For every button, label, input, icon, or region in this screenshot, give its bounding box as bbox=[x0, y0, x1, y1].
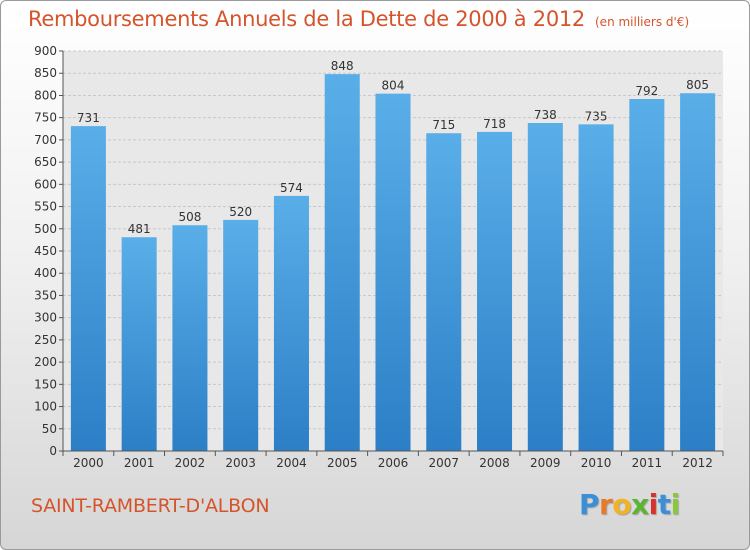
data-label-2008: 718 bbox=[483, 117, 506, 131]
bar-2007 bbox=[426, 133, 462, 451]
y-axis: 0 50 100 150 200 250 300 350 400 450 500 550 600 650 7… bbox=[34, 44, 64, 458]
bar-2011 bbox=[629, 99, 665, 451]
bar-2010 bbox=[578, 124, 614, 451]
y-tick-label: 750 bbox=[34, 111, 57, 125]
y-tick-label: 450 bbox=[34, 244, 57, 258]
city-name: SAINT-RAMBERT-D'ALBON bbox=[31, 495, 270, 517]
y-tick-label: 900 bbox=[34, 44, 57, 58]
x-tick-label-2005: 2005 bbox=[327, 456, 358, 470]
data-label-2000: 731 bbox=[77, 111, 100, 125]
y-tick-label: 400 bbox=[34, 266, 57, 280]
data-label-2006: 804 bbox=[382, 79, 405, 93]
y-tick-label: 500 bbox=[34, 222, 57, 236]
y-tick-label: 200 bbox=[34, 355, 57, 369]
logo-letter: i bbox=[648, 488, 659, 521]
y-tick-label: 50 bbox=[42, 422, 57, 436]
x-tick-label-2010: 2010 bbox=[581, 456, 612, 470]
y-tick-label: 100 bbox=[34, 400, 57, 414]
y-tick-label: 600 bbox=[34, 177, 57, 191]
bar-2002 bbox=[172, 225, 208, 451]
logo-letter: P bbox=[579, 488, 600, 521]
x-tick-label-2008: 2008 bbox=[479, 456, 510, 470]
y-tick-label: 0 bbox=[49, 444, 57, 458]
bar-2005 bbox=[324, 74, 360, 451]
data-label-2003: 520 bbox=[229, 205, 252, 219]
x-tick-label-2001: 2001 bbox=[124, 456, 155, 470]
data-label-2009: 738 bbox=[534, 108, 557, 122]
x-tick-label-2012: 2012 bbox=[682, 456, 713, 470]
data-label-2011: 792 bbox=[635, 84, 658, 98]
y-tick-label: 350 bbox=[34, 288, 57, 302]
logo-letter: r bbox=[599, 488, 613, 521]
data-label-2004: 574 bbox=[280, 181, 303, 195]
bar-2004 bbox=[273, 195, 309, 451]
bar-2009 bbox=[527, 123, 563, 451]
y-tick-label: 250 bbox=[34, 333, 57, 347]
bar-2006 bbox=[375, 93, 411, 452]
bar-2000 bbox=[70, 126, 106, 451]
y-tick-label: 550 bbox=[34, 200, 57, 214]
x-tick-label-2002: 2002 bbox=[175, 456, 206, 470]
data-label-2010: 735 bbox=[585, 109, 608, 123]
x-tick-label-2009: 2009 bbox=[530, 456, 561, 470]
data-labels: 731 481 508 520 574 848 804 715 718 738 735 792 805 bbox=[77, 59, 709, 236]
x-tick-label-2004: 2004 bbox=[276, 456, 307, 470]
bars bbox=[70, 74, 716, 452]
y-tick-label: 300 bbox=[34, 311, 57, 325]
y-tick-label: 650 bbox=[34, 155, 57, 169]
x-tick-label-2011: 2011 bbox=[632, 456, 663, 470]
logo-letter: o bbox=[612, 488, 632, 521]
bar-2003 bbox=[223, 219, 259, 451]
chart-title-text: Remboursements Annuels de la Dette de 20… bbox=[28, 7, 585, 31]
x-tick-label-2007: 2007 bbox=[428, 456, 459, 470]
x-tick-label-2006: 2006 bbox=[378, 456, 409, 470]
data-label-2001: 481 bbox=[128, 222, 151, 236]
bar-2012 bbox=[680, 93, 716, 451]
x-tick-label-2003: 2003 bbox=[225, 456, 256, 470]
logo-letter: x bbox=[631, 488, 649, 521]
logo-letter: i bbox=[670, 488, 681, 521]
y-tick-label: 800 bbox=[34, 88, 57, 102]
y-tick-label: 700 bbox=[34, 133, 57, 147]
bar-2008 bbox=[477, 131, 513, 451]
proxiti-logo: Proxiti bbox=[579, 488, 680, 521]
x-tick-label-2000: 2000 bbox=[73, 456, 104, 470]
chart-title: Remboursements Annuels de la Dette de 20… bbox=[28, 7, 689, 31]
data-label-2002: 508 bbox=[178, 210, 201, 224]
y-tick-label: 150 bbox=[34, 377, 57, 391]
logo-letter: t bbox=[657, 488, 671, 521]
data-label-2012: 805 bbox=[686, 78, 709, 92]
y-tick-label: 850 bbox=[34, 66, 57, 80]
x-axis: 2000 2001 2002 2003 2004 2005 2006 2007 2008 2009… bbox=[62, 450, 724, 470]
bar-2001 bbox=[121, 237, 157, 451]
data-label-2005: 848 bbox=[331, 59, 354, 73]
data-label-2007: 715 bbox=[432, 118, 455, 132]
chart-unit-label: (en milliers d'€) bbox=[595, 15, 690, 29]
